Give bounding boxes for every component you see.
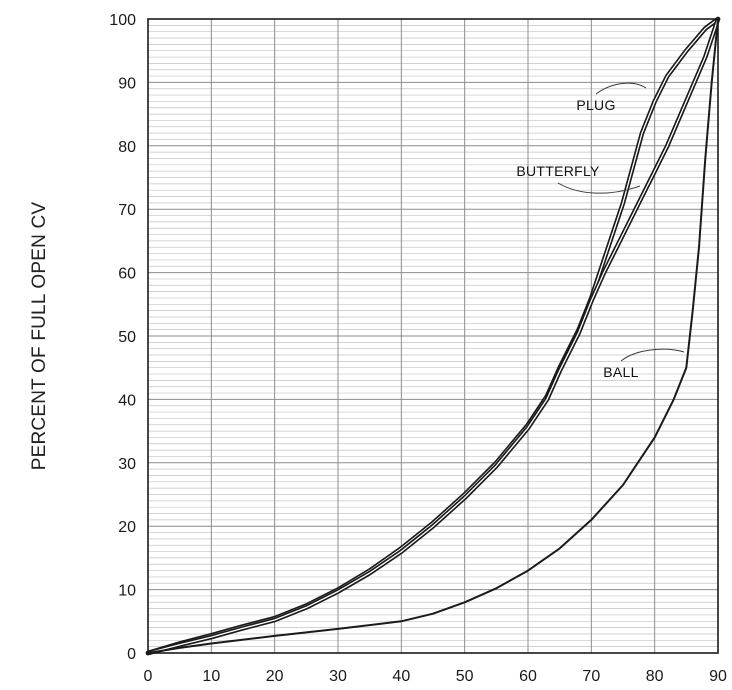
y-tick-label: 10 <box>118 583 136 600</box>
series-label-butterfly: BUTTERFLY <box>516 163 600 179</box>
leader-plug <box>595 82 647 95</box>
y-axis-title: PERCENT OF FULL OPEN CV <box>29 202 50 471</box>
y-axis-tick-labels: 0 10 20 30 40 50 60 70 80 90 100 <box>109 12 136 663</box>
x-tick-label: 80 <box>646 668 664 685</box>
series-line-core-butterfly <box>147 18 719 654</box>
series-line-ball <box>147 18 719 654</box>
label-leaders <box>557 82 685 362</box>
y-tick-label: 0 <box>127 646 136 663</box>
x-axis-tick-labels: 0 10 20 30 40 50 60 70 80 90 <box>144 668 727 685</box>
x-tick-label: 10 <box>202 668 220 685</box>
y-tick-label: 100 <box>109 12 136 29</box>
x-tick-label: 30 <box>329 668 347 685</box>
x-tick-label: 40 <box>392 668 410 685</box>
y-tick-label: 20 <box>118 519 136 536</box>
y-tick-label: 40 <box>118 392 136 409</box>
x-tick-label: 50 <box>456 668 474 685</box>
x-tick-label: 90 <box>709 668 727 685</box>
leader-butterfly <box>557 182 641 194</box>
leader-ball <box>620 348 685 362</box>
y-tick-label: 50 <box>118 329 136 346</box>
y-tick-label: 80 <box>118 139 136 156</box>
series-label-ball: BALL <box>603 364 638 380</box>
x-tick-label: 70 <box>582 668 600 685</box>
minor-gridlines <box>148 24 718 648</box>
plot-frame <box>147 18 719 654</box>
x-tick-label: 60 <box>519 668 537 685</box>
y-tick-label: 30 <box>118 456 136 473</box>
major-gridlines <box>148 19 718 653</box>
x-tick-label: 20 <box>266 668 284 685</box>
series-labels: PLUG BUTTERFLY BALL <box>516 97 638 380</box>
series-curves <box>145 16 721 656</box>
y-tick-label: 70 <box>118 202 136 219</box>
y-tick-label: 90 <box>118 75 136 92</box>
y-tick-label: 60 <box>118 266 136 283</box>
x-tick-label: 0 <box>144 668 153 685</box>
series-label-plug: PLUG <box>576 97 615 113</box>
